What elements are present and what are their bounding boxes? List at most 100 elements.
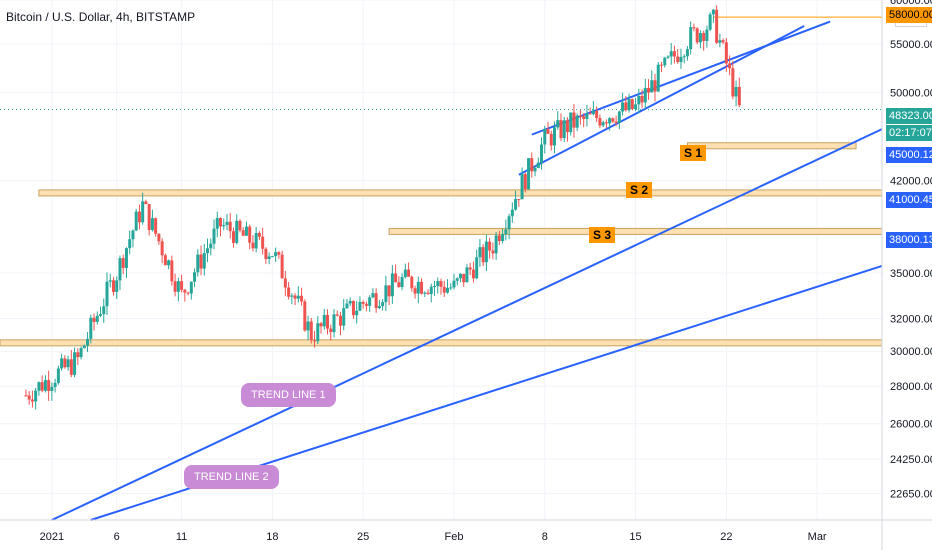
level-tag-s2: S 2 [626, 182, 653, 198]
candle-body [238, 220, 242, 231]
candle-body [206, 248, 210, 254]
candle-body [141, 201, 145, 223]
candle-body [264, 248, 268, 260]
candle-body [358, 301, 362, 311]
candle-body [630, 99, 634, 110]
candle-body [394, 273, 398, 283]
candle-body [734, 86, 738, 97]
candle-body [170, 260, 174, 282]
candle-body [546, 128, 550, 134]
candle-body [565, 120, 569, 133]
candle-body [332, 314, 336, 333]
candle-body [429, 286, 433, 294]
candle-body [186, 292, 190, 294]
candle-body [410, 276, 414, 289]
candle-body [552, 127, 556, 146]
candle-body [601, 122, 605, 126]
candle-body [562, 120, 566, 139]
y-tick-label: 24250.00 [890, 454, 932, 466]
x-tick-label: Mar [808, 531, 827, 543]
candle-body [731, 68, 735, 97]
candle-body [137, 211, 141, 223]
candle-body [267, 256, 271, 260]
candle-body [695, 28, 699, 43]
candle-body [118, 258, 122, 281]
x-tick-label: Feb [444, 531, 463, 543]
candle-body [345, 303, 349, 309]
candle-body [368, 297, 372, 306]
candle-body [679, 56, 683, 62]
candle-body [377, 306, 381, 309]
trend-line-1 [51, 128, 883, 521]
candle-body [556, 120, 560, 128]
x-tick-label: 25 [357, 531, 369, 543]
candle-body [351, 300, 355, 316]
candle-body [300, 295, 304, 302]
candle-body [715, 9, 719, 43]
candle-body [423, 292, 427, 294]
price-axis: 60000.00 55000.00 50000.00 42000.00 35000.00… [881, 0, 932, 550]
candle-body [614, 121, 618, 123]
chart-title: Bitcoin / U.S. Dollar, 4h, BITSTAMP [6, 10, 196, 24]
candle-body [111, 280, 115, 292]
candle-body [611, 118, 615, 122]
candle-body [549, 133, 553, 146]
candle-body [520, 174, 524, 200]
candle-body [640, 96, 644, 103]
candle-body [128, 239, 132, 249]
candle-body [530, 158, 534, 172]
candle-body [180, 281, 184, 290]
candle-body [497, 235, 501, 242]
candle-body [66, 359, 70, 368]
candle-body [361, 301, 365, 304]
candle-body [157, 233, 161, 242]
candle-body [92, 317, 96, 322]
candle-body [319, 323, 323, 327]
candle-body [40, 382, 44, 391]
x-tick-label: 18 [266, 531, 278, 543]
candle-body [475, 257, 479, 279]
y-tick-label: 55000.00 [890, 39, 932, 51]
candle-body [471, 269, 475, 279]
candle-body [559, 120, 563, 139]
candle-body [403, 269, 407, 278]
candle-body [364, 303, 368, 306]
candle-body [342, 308, 346, 326]
candle-body [154, 218, 158, 234]
current-price-badge: 48323.00 [886, 108, 932, 124]
time-axis: 2021 6 11 18 25 Feb 8 15 22 Mar [0, 519, 932, 543]
candle-body [617, 111, 621, 123]
candle-body [47, 380, 51, 391]
candle-body [692, 27, 696, 29]
candle-body [650, 80, 654, 93]
candle-body [225, 221, 229, 226]
candle-body [627, 99, 631, 111]
candle-body [309, 321, 313, 341]
candle-body [335, 314, 339, 316]
candle-body [261, 236, 265, 249]
candle-body [241, 230, 245, 236]
x-tick-label: 8 [542, 531, 548, 543]
candle-body [397, 282, 401, 288]
candle-body [257, 233, 261, 237]
candle-body [102, 306, 106, 315]
candle-body [478, 247, 482, 258]
y-tick-label: 35000.00 [890, 268, 932, 280]
x-tick-label: 2021 [40, 531, 64, 543]
candle-body [507, 216, 511, 230]
candle-body [501, 234, 505, 242]
candle-body [598, 118, 602, 126]
candle-body [449, 287, 453, 289]
candle-body [582, 116, 586, 119]
candle-body [711, 9, 715, 15]
candle-body [86, 338, 90, 346]
y-tick-label: 28000.00 [890, 381, 932, 393]
candle-body [653, 80, 657, 92]
candle-body [445, 287, 449, 293]
chart-grid [0, 0, 882, 520]
candle-body [89, 317, 93, 339]
candle-body [458, 273, 462, 279]
candle-body [462, 273, 466, 283]
level-badge-s3: 38000.13 [886, 232, 932, 248]
